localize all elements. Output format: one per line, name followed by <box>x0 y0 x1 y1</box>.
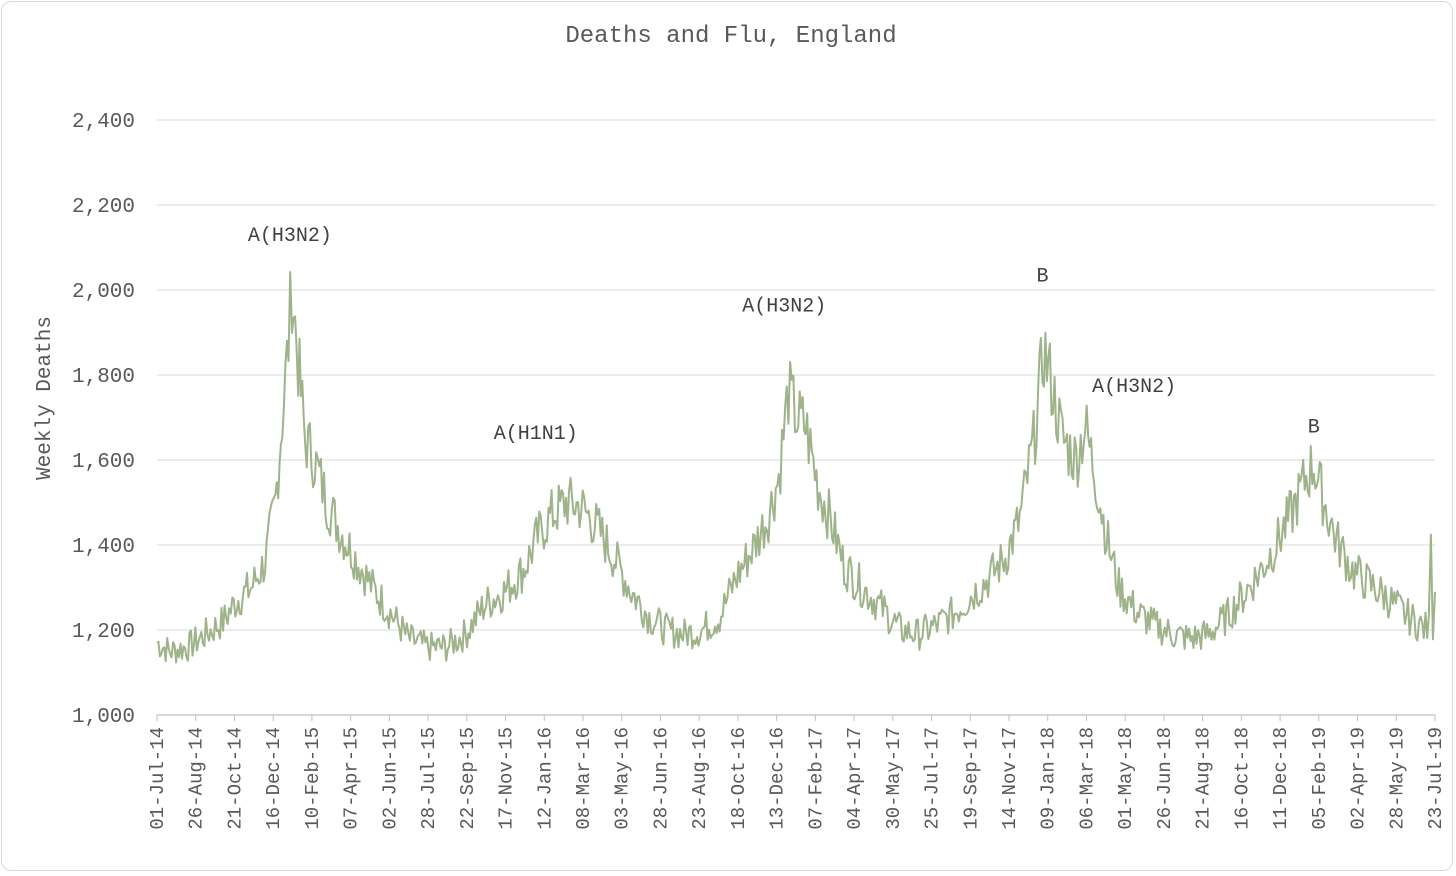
x-tick-label: 04-Apr-17 <box>844 727 866 830</box>
y-tick-label: 1,400 <box>72 536 135 559</box>
annotation-label: A(H3N2) <box>742 295 826 318</box>
y-tick-label: 2,200 <box>72 196 135 219</box>
x-tick-label: 28-May-19 <box>1386 727 1408 830</box>
x-tick-label: 16-Dec-14 <box>263 727 285 830</box>
x-tick-label: 11-Dec-18 <box>1270 727 1292 830</box>
x-tick-label: 23-Jul-19 <box>1425 727 1447 830</box>
annotation-label: A(H3N2) <box>1092 376 1176 399</box>
x-tick-label: 07-Feb-17 <box>805 727 827 830</box>
x-tick-label: 19-Sep-17 <box>960 727 982 830</box>
x-tick-label: 22-Sep-15 <box>457 727 479 830</box>
x-tick-label: 26-Aug-14 <box>186 727 208 830</box>
x-tick-label: 10-Feb-15 <box>302 727 324 830</box>
x-tick-label: 23-Aug-16 <box>689 727 711 830</box>
y-tick-label: 1,600 <box>72 451 135 474</box>
x-tick-label: 07-Apr-15 <box>341 727 363 830</box>
x-tick-label: 25-Jul-17 <box>922 727 944 830</box>
annotation-label: A(H3N2) <box>248 225 332 248</box>
x-tick-label: 21-Oct-14 <box>224 727 246 830</box>
annotation-label: B <box>1308 416 1320 439</box>
x-tick-label: 02-Apr-19 <box>1348 727 1370 830</box>
x-tick-label: 28-Jul-15 <box>418 727 440 830</box>
x-tick-label: 14-Nov-17 <box>999 727 1021 830</box>
y-tick-label: 2,400 <box>72 111 135 134</box>
y-tick-label: 2,000 <box>72 281 135 304</box>
chart-title: Deaths and Flu, England <box>565 23 896 50</box>
x-tick-label: 05-Feb-19 <box>1309 727 1331 830</box>
x-tick-label: 18-Oct-16 <box>728 727 750 830</box>
series-layer <box>156 271 1436 664</box>
x-tick-label: 17-Nov-15 <box>496 727 518 830</box>
x-tick-label: 08-Mar-16 <box>573 727 595 830</box>
x-tick-label: 30-May-17 <box>883 727 905 830</box>
y-axis-ticks: 1,000 1,200 1,400 1,600 1,800 2,000 2,200 2,400 <box>72 111 135 729</box>
x-tick-label: 12-Jan-16 <box>534 727 556 830</box>
x-axis: 01-Jul-14 26-Aug-14 21-Oct-14 16-Dec-14 10-F… <box>147 714 1447 830</box>
x-tick-label: 13-Dec-16 <box>767 727 789 830</box>
y-tick-label: 1,200 <box>72 621 135 644</box>
gridlines <box>157 119 1435 631</box>
x-tick-label: 16-Oct-18 <box>1231 727 1253 830</box>
x-tick-label: 03-May-16 <box>612 727 634 830</box>
annotation-label: B <box>1037 266 1049 289</box>
x-tick-label: 02-Jun-15 <box>379 727 401 830</box>
annotation-label: A(H1N1) <box>494 423 578 446</box>
y-tick-label: 1,800 <box>72 366 135 389</box>
x-tick-label: 21-Aug-18 <box>1193 727 1215 830</box>
x-tick-label: 06-Mar-18 <box>1076 727 1098 830</box>
y-tick-label: 1,000 <box>72 706 135 729</box>
annotations: A(H3N2) A(H1N1) A(H3N2) B A(H3N2) B <box>248 225 1320 446</box>
x-tick-label: 28-Jun-16 <box>650 727 672 830</box>
x-tick-label: 09-Jan-18 <box>1038 727 1060 830</box>
x-tick-label: 01-May-18 <box>1115 727 1137 830</box>
data-series-line <box>156 271 1436 664</box>
x-tick-label: 26-Jun-18 <box>1154 727 1176 830</box>
x-tick-label: 01-Jul-14 <box>147 727 169 830</box>
y-axis-label: Weekly Deaths <box>34 316 57 480</box>
